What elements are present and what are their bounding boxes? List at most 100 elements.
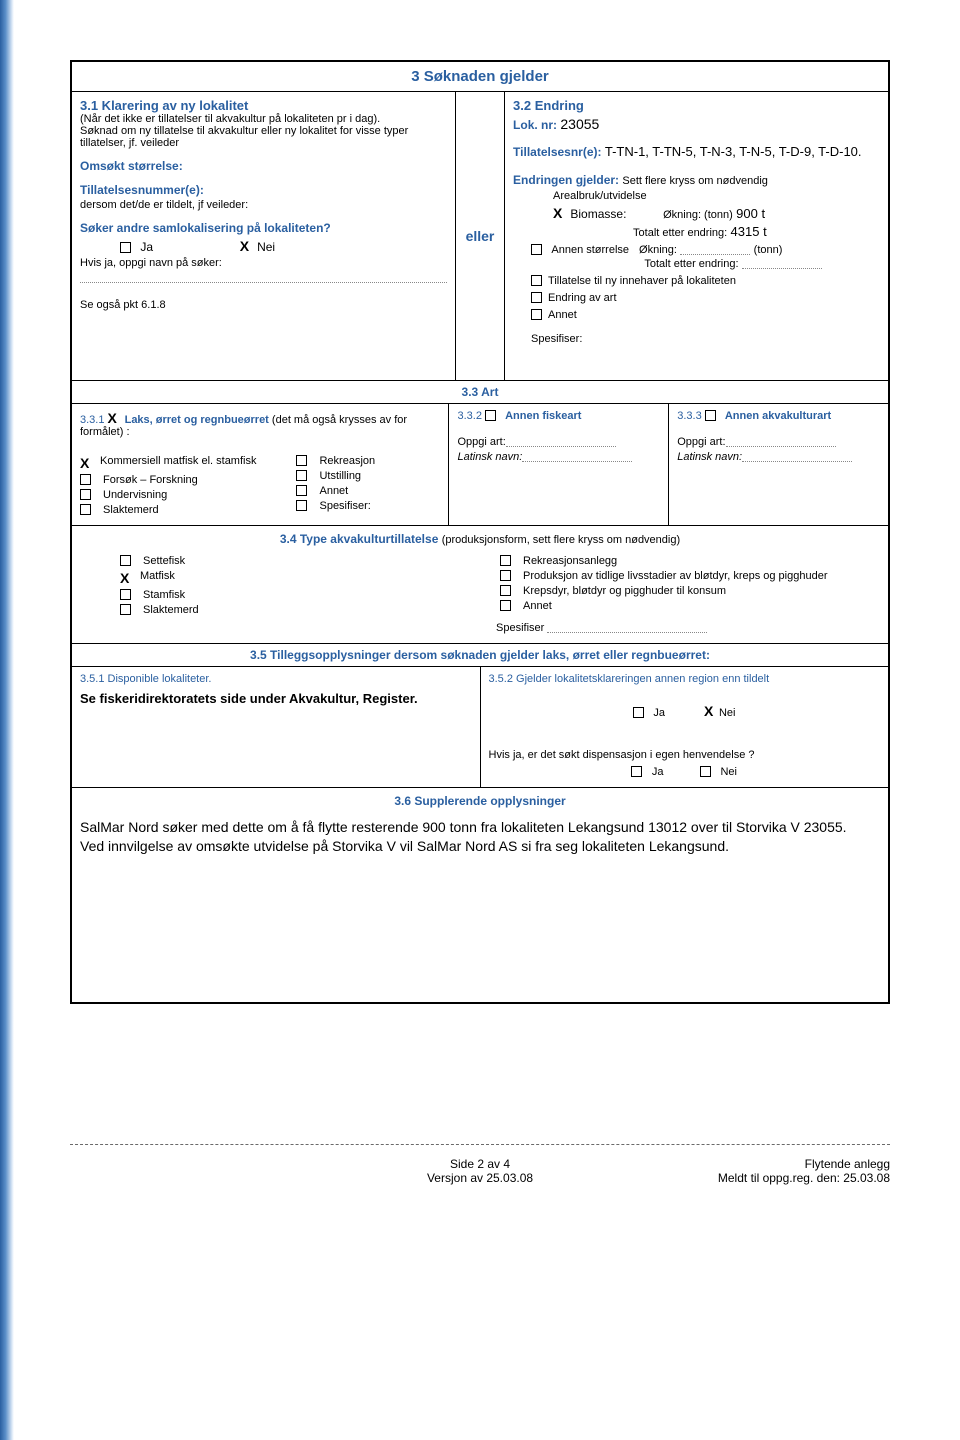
checkbox-label: Spesifiser:	[319, 500, 370, 512]
samlok-ja-checkbox[interactable]	[120, 242, 131, 253]
s352b-ja: Ja	[652, 766, 664, 778]
annet: Annet	[548, 309, 577, 321]
s34-left-col: SettefiskXMatfiskStamfiskSlaktemerd	[120, 552, 500, 619]
s331-prefix: 3.3.1	[80, 414, 104, 426]
checkbox-label: Kommersiell matfisk el. stamfisk	[100, 455, 256, 467]
areal-label: Arealbruk/utvidelse	[553, 190, 880, 202]
s36-body: SalMar Nord søker med dette om å få flyt…	[80, 818, 880, 856]
biomasse-x: X	[553, 205, 567, 221]
s352b-ja-checkbox[interactable]	[631, 766, 642, 777]
biomasse-label: Biomasse:	[570, 207, 626, 221]
checkbox[interactable]	[80, 489, 91, 500]
s332-oppgi: Oppgi art:	[457, 436, 505, 448]
annen-storrelse: Annen størrelse	[551, 244, 629, 256]
s333-oppgi: Oppgi art:	[677, 436, 725, 448]
checkbox-label: Matfisk	[140, 570, 175, 582]
s352-nei: Nei	[719, 707, 736, 719]
checkbox-label: Settefisk	[143, 555, 185, 567]
se-ogsa: Se også pkt 6.1.8	[80, 299, 447, 311]
section-3-6: 3.6 Supplerende opplysninger SalMar Nord…	[71, 788, 889, 1003]
s352b-nei: Nei	[720, 766, 737, 778]
checkbox[interactable]	[500, 570, 511, 581]
okning-value: 900 t	[736, 206, 765, 221]
checkbox-label: Undervisning	[103, 489, 167, 501]
s352-hvisja: Hvis ja, er det søkt dispensasjon i egen…	[489, 749, 881, 761]
label-ja: Ja	[140, 240, 153, 254]
endring-label: Endringen gjelder:	[513, 173, 619, 187]
tillatelse-ny-checkbox[interactable]	[531, 275, 542, 286]
checkbox[interactable]	[500, 555, 511, 566]
totalt-label: Totalt etter endring:	[633, 227, 727, 239]
okning2-line	[680, 244, 750, 255]
tonn-suffix: (tonn)	[754, 244, 783, 256]
samlok-nei-x: X	[240, 238, 254, 254]
s33-header: 3.3 Art	[72, 381, 888, 404]
purposes-left-col: X Kommersiell matfisk el. stamfisk Forsøk …	[80, 452, 256, 519]
checkbox[interactable]	[500, 600, 511, 611]
footer-right2: Meldt til oppg.reg. den: 25.03.08	[533, 1171, 890, 1185]
checkbox-label: Rekreasjon	[319, 455, 375, 467]
checkbox[interactable]	[296, 470, 307, 481]
s331-label: Laks, ørret og regnbueørret	[125, 414, 269, 426]
s352-nei-x: X	[702, 703, 716, 719]
tillatelsesnr-label: Tillatelsesnummer(e):	[80, 183, 204, 197]
s351-label: 3.5.1 Disponible lokaliteter.	[80, 673, 472, 685]
section-3-2: 3.2 Endring Lok. nr: 23055 Tillatelsesnr…	[505, 92, 889, 381]
section-3-table: 3 Søknaden gjelder 3.1 Klarering av ny l…	[70, 60, 890, 1004]
omsokt-label: Omsøkt størrelse:	[80, 159, 447, 173]
annen-storrelse-checkbox[interactable]	[531, 244, 542, 255]
s351-text: Se fiskeridirektoratets side under Akvak…	[80, 691, 472, 706]
s34-right-col: RekreasjonsanleggProduksjon av tidlige l…	[500, 552, 880, 619]
checkbox[interactable]	[500, 585, 511, 596]
endring-art-checkbox[interactable]	[531, 292, 542, 303]
s352-ja-checkbox[interactable]	[633, 707, 644, 718]
checkbox[interactable]	[296, 455, 307, 466]
annet-checkbox[interactable]	[531, 309, 542, 320]
s333-checkbox[interactable]	[705, 410, 716, 421]
endring-art: Endring av art	[548, 292, 616, 304]
hvis-ja-label: Hvis ja, oppgi navn på søker:	[80, 257, 447, 269]
checkbox-label: Annet	[319, 485, 348, 497]
endring-sub: Sett flere kryss om nødvendig	[622, 175, 768, 187]
s34-header: 3.4 Type akvakulturtillatelse	[280, 532, 439, 546]
hvis-ja-line	[80, 272, 447, 283]
checkbox-label: Annet	[523, 600, 552, 612]
checkbox-label: Stamfisk	[143, 589, 185, 601]
section-3-4: 3.4 Type akvakulturtillatelse (produksjo…	[71, 526, 889, 644]
s332-latinsk: Latinsk navn:	[457, 451, 522, 463]
checked-x: X	[80, 455, 94, 471]
checkbox[interactable]	[120, 589, 131, 600]
lok-value: 23055	[560, 116, 599, 132]
purposes-right-col: RekreasjonUtstillingAnnetSpesifiser:	[296, 452, 375, 519]
s333-title: Annen akvakulturart	[725, 410, 831, 422]
lok-label: Lok. nr:	[513, 118, 557, 132]
s352-label: 3.5.2 Gjelder lokalitetsklareringen anne…	[489, 673, 881, 685]
totalt2-line	[742, 258, 822, 269]
s352b-nei-checkbox[interactable]	[700, 766, 711, 777]
checkbox[interactable]	[120, 555, 131, 566]
section-3-header: 3 Søknaden gjelder	[71, 61, 889, 92]
checkbox[interactable]	[80, 474, 91, 485]
s31-subtitle: (Når det ikke er tillatelser til akvakul…	[80, 113, 447, 149]
okning-label: Økning: (tonn)	[663, 209, 733, 221]
section-3-5: 3.5 Tilleggsopplysninger dersom søknaden…	[71, 644, 889, 788]
checkbox-label: Forsøk – Forskning	[103, 474, 198, 486]
footer-right1: Flytende anlegg	[533, 1157, 890, 1171]
checkbox[interactable]	[296, 500, 307, 511]
checkbox[interactable]	[296, 485, 307, 496]
s331-x: X	[108, 410, 122, 426]
s332-checkbox[interactable]	[485, 410, 496, 421]
s332-num: 3.3.2	[457, 410, 481, 422]
section-3-3: 3.3 Art 3.3.1 X Laks, ørret og regnbueør…	[71, 381, 889, 526]
s333-num: 3.3.3	[677, 410, 701, 422]
s333-latinsk: Latinsk navn:	[677, 451, 742, 463]
s332-title: Annen fiskeart	[505, 410, 581, 422]
s35-header: 3.5 Tilleggsopplysninger dersom søknaden…	[72, 644, 888, 667]
s31-title: 3.1 Klarering av ny lokalitet	[80, 98, 447, 113]
checkbox[interactable]	[80, 504, 91, 515]
checkbox[interactable]	[120, 604, 131, 615]
s34-spesifiser: Spesifiser	[496, 622, 544, 634]
checkbox-label: Slaktemerd	[143, 604, 199, 616]
section-3-1: 3.1 Klarering av ny lokalitet (Når det i…	[71, 92, 455, 381]
eller-cell: eller	[455, 92, 504, 381]
